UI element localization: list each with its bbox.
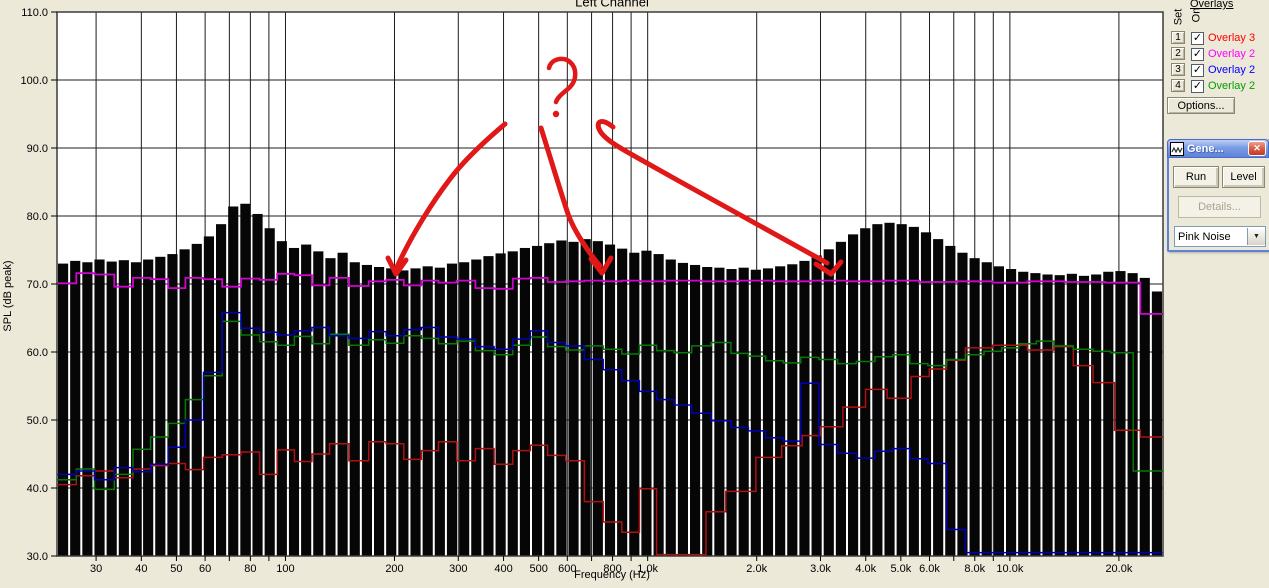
overlay-row-4: 4 ✓ Overlay 2 <box>1169 79 1269 94</box>
svg-text:200: 200 <box>385 563 403 575</box>
svg-text:1.0k: 1.0k <box>637 563 658 575</box>
overlay-set-button-2[interactable]: 2 <box>1171 47 1185 60</box>
overlay-row-2: 2 ✓ Overlay 2 <box>1169 47 1269 62</box>
overlay-row-3: 3 ✓ Overlay 2 <box>1169 63 1269 78</box>
generator-waveform-icon <box>1170 141 1184 156</box>
axis-ticks <box>51 11 1120 561</box>
y-axis-title: SPL (dB peak) <box>2 260 14 331</box>
svg-text:100: 100 <box>276 563 294 575</box>
generator-window: Gene... ✕ Run Level Details... Pink Nois… <box>1167 139 1269 252</box>
svg-text:50.0: 50.0 <box>27 415 48 427</box>
overlay-checkbox-3[interactable]: ✓ <box>1191 64 1204 77</box>
svg-text:800: 800 <box>603 563 621 575</box>
svg-text:3.0k: 3.0k <box>810 563 831 575</box>
svg-text:300: 300 <box>449 563 467 575</box>
signal-select-dropdown[interactable]: Pink Noise ▼ <box>1174 226 1266 247</box>
svg-text:30: 30 <box>90 563 102 575</box>
overlay-label-3: Overlay 2 <box>1208 64 1256 76</box>
svg-text:40: 40 <box>135 563 147 575</box>
x-axis-title: Frequency (Hz) <box>574 569 650 581</box>
hand-drawn-annotations <box>385 56 844 277</box>
overlay-label-4: Overlay 2 <box>1208 80 1256 92</box>
svg-text:40.0: 40.0 <box>27 483 48 495</box>
svg-text:70.0: 70.0 <box>27 279 48 291</box>
overlay-set-button-1[interactable]: 1 <box>1171 31 1185 44</box>
svg-text:110.0: 110.0 <box>21 7 48 19</box>
overlay-checkbox-4[interactable]: ✓ <box>1191 80 1204 93</box>
svg-text:80: 80 <box>244 563 256 575</box>
svg-text:30.0: 30.0 <box>27 551 48 563</box>
svg-text:600: 600 <box>558 563 576 575</box>
svg-text:8.0k: 8.0k <box>964 563 985 575</box>
svg-text:400: 400 <box>494 563 512 575</box>
options-button[interactable]: Options... <box>1167 97 1235 114</box>
overlay-label-1: Overlay 3 <box>1208 32 1256 44</box>
svg-text:5.0k: 5.0k <box>890 563 911 575</box>
dropdown-arrow-icon[interactable]: ▼ <box>1247 228 1265 245</box>
svg-text:90.0: 90.0 <box>27 143 48 155</box>
svg-text:10.0k: 10.0k <box>996 563 1023 575</box>
svg-text:6.0k: 6.0k <box>919 563 940 575</box>
svg-text:20.0k: 20.0k <box>1105 563 1132 575</box>
level-button[interactable]: Level <box>1222 166 1265 188</box>
generator-titlebar[interactable]: Gene... ✕ <box>1167 139 1269 158</box>
svg-text:50: 50 <box>170 563 182 575</box>
axis-tick-labels: 110.0 100.0 90.0 80.0 70.0 60.0 50.0 40.0 30.0 30… <box>20 7 1132 575</box>
question-mark-annotation <box>546 56 578 105</box>
chart-title: Left Channel <box>575 0 649 10</box>
overlays-link[interactable]: Overlays <box>1190 0 1234 10</box>
overlay-checkbox-2[interactable]: ✓ <box>1191 48 1204 61</box>
svg-text:80.0: 80.0 <box>27 211 48 223</box>
overlay-row-1: 1 ✓ Overlay 3 <box>1169 31 1269 46</box>
set-column-label: Set <box>1172 8 1185 26</box>
svg-text:60: 60 <box>199 563 211 575</box>
svg-text:4.0k: 4.0k <box>855 563 876 575</box>
svg-text:100.0: 100.0 <box>20 75 48 87</box>
svg-text:2.0k: 2.0k <box>746 563 767 575</box>
signal-select-value: Pink Noise <box>1178 230 1231 243</box>
arrow-to-700hz <box>538 125 603 269</box>
on-column-label: On <box>1190 7 1203 23</box>
overlay-checkbox-1[interactable]: ✓ <box>1191 32 1204 45</box>
overlay-traces <box>57 272 1163 556</box>
overlay-set-button-3[interactable]: 3 <box>1171 63 1185 76</box>
svg-text:500: 500 <box>529 563 547 575</box>
arrow-to-3khz <box>595 119 830 266</box>
close-icon[interactable]: ✕ <box>1248 141 1266 156</box>
overlay-label-2: Overlay 2 <box>1208 48 1256 60</box>
svg-text:60.0: 60.0 <box>27 347 48 359</box>
run-button[interactable]: Run <box>1173 166 1219 188</box>
arrow-to-200hz <box>394 121 508 270</box>
overlay-set-button-4[interactable]: 4 <box>1171 79 1185 92</box>
generator-window-title: Gene... <box>1187 142 1224 155</box>
details-button[interactable]: Details... <box>1178 196 1261 218</box>
